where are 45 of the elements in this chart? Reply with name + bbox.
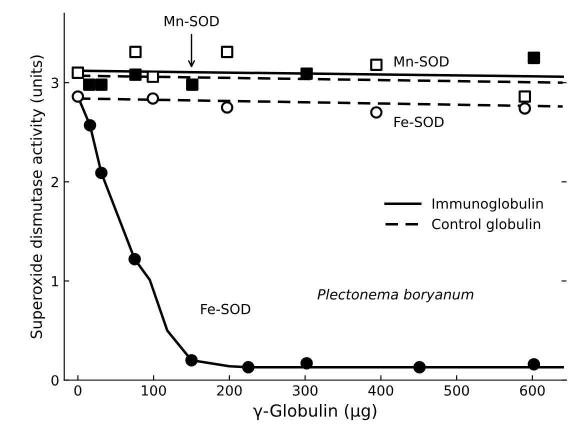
y-tick-label: 1 <box>52 276 58 286</box>
point <box>518 102 532 115</box>
point <box>146 70 160 83</box>
point <box>220 101 234 114</box>
point <box>370 106 383 119</box>
point <box>528 52 540 64</box>
x-tick-label: 0 <box>74 385 82 396</box>
point <box>129 68 142 81</box>
point <box>128 252 141 266</box>
point <box>72 66 84 79</box>
point <box>413 361 426 374</box>
x-axis-title: γ-Globulin (μg) <box>253 404 376 420</box>
y-tick-label: 3 <box>52 78 58 88</box>
annotation: Fe-SOD <box>201 304 250 314</box>
point <box>242 361 255 374</box>
point <box>185 354 198 366</box>
point <box>300 357 313 370</box>
point <box>84 119 96 132</box>
point <box>83 78 96 91</box>
y-tick-label: 0 <box>51 375 58 386</box>
point <box>220 46 234 58</box>
point <box>95 166 108 180</box>
point <box>95 78 108 91</box>
x-tick-label: 100 <box>142 385 166 396</box>
annotation: Plectonema boryanum <box>318 288 474 302</box>
legend-label: Immunoglobulin <box>432 198 543 212</box>
legend-label: Control globulin <box>432 218 540 232</box>
point <box>528 358 540 370</box>
y-axis-title: Superoxide dismutase activity (units) <box>30 55 45 338</box>
point <box>146 92 160 105</box>
y-tick-label: 2 <box>52 176 58 188</box>
annotation: Fe-SOD <box>394 116 444 128</box>
point <box>72 90 84 103</box>
point <box>186 78 198 91</box>
annotation: Mn-SOD <box>164 16 219 26</box>
x-tick-label: 500 <box>444 385 469 396</box>
point <box>370 58 383 72</box>
point <box>129 46 142 58</box>
x-tick-label: 600 <box>520 385 545 396</box>
point <box>300 68 313 80</box>
x-tick-label: 400 <box>368 385 394 396</box>
point <box>518 90 532 103</box>
annotation: Mn-SOD <box>394 56 449 67</box>
x-tick-label: 200 <box>217 385 242 396</box>
x-tick-label: 300 <box>292 385 318 396</box>
